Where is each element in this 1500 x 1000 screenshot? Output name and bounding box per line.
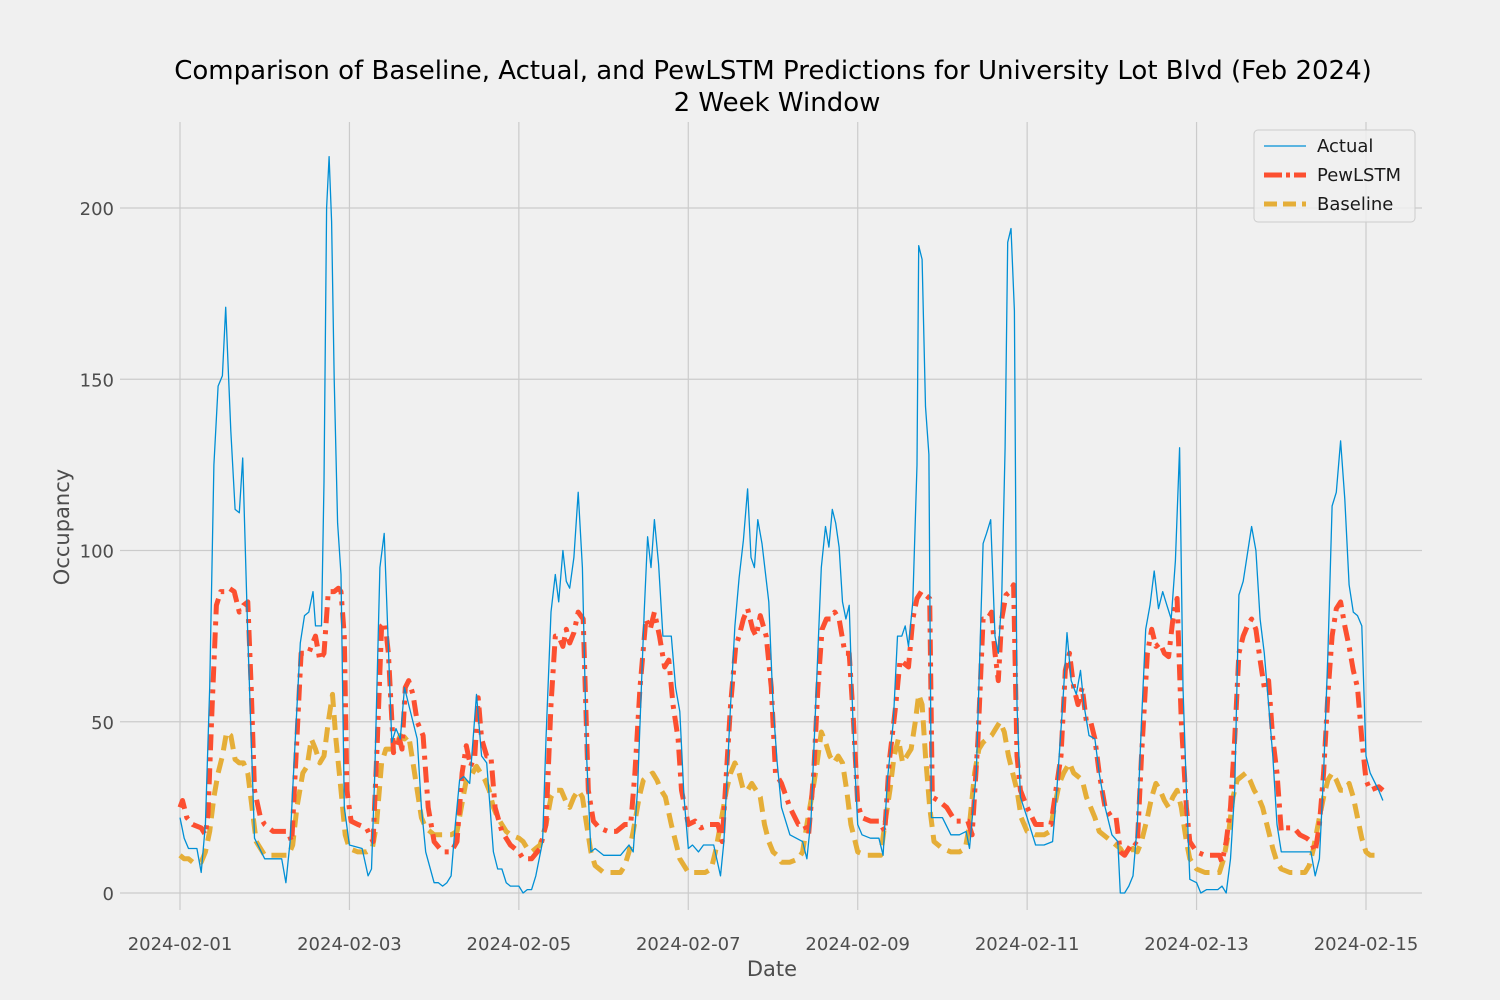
tick-labels: 2024-02-01 2024-02-03 2024-02-05 2024-02-07… (80, 199, 1419, 955)
chart-title: Comparison of Baseline, Actual, and PewL… (174, 56, 1372, 86)
x-tick-label: 2024-02-05 (467, 934, 572, 955)
legend: Actual PewLSTM Baseline (1253, 129, 1416, 223)
legend-box (1253, 129, 1416, 223)
y-tick-label: 150 (80, 370, 114, 391)
y-tick-label: 50 (91, 713, 114, 734)
x-axis-label: Date (747, 957, 797, 981)
x-tick-label: 2024-02-11 (975, 934, 1080, 955)
y-tick-label: 200 (80, 199, 114, 220)
series-lines (177, 155, 1385, 894)
y-axis-label: Occupancy (50, 469, 74, 585)
y-tick-label: 100 (80, 542, 114, 563)
series-line-baseline (178, 691, 1375, 875)
x-tick-label: 2024-02-15 (1314, 934, 1419, 955)
x-tick-label: 2024-02-13 (1144, 934, 1249, 955)
legend-label-baseline: Baseline (1317, 194, 1393, 215)
x-tick-label: 2024-02-07 (636, 934, 741, 955)
series-line-actual (179, 155, 1384, 894)
y-tick-label: 0 (103, 884, 114, 905)
x-tick-label: 2024-02-03 (297, 934, 402, 955)
x-tick-label: 2024-02-01 (128, 934, 233, 955)
x-tick-label: 2024-02-09 (805, 934, 910, 955)
legend-label-pewlstm: PewLSTM (1317, 165, 1401, 186)
legend-label-actual: Actual (1317, 136, 1373, 157)
chart-subtitle: 2 Week Window (674, 88, 881, 118)
